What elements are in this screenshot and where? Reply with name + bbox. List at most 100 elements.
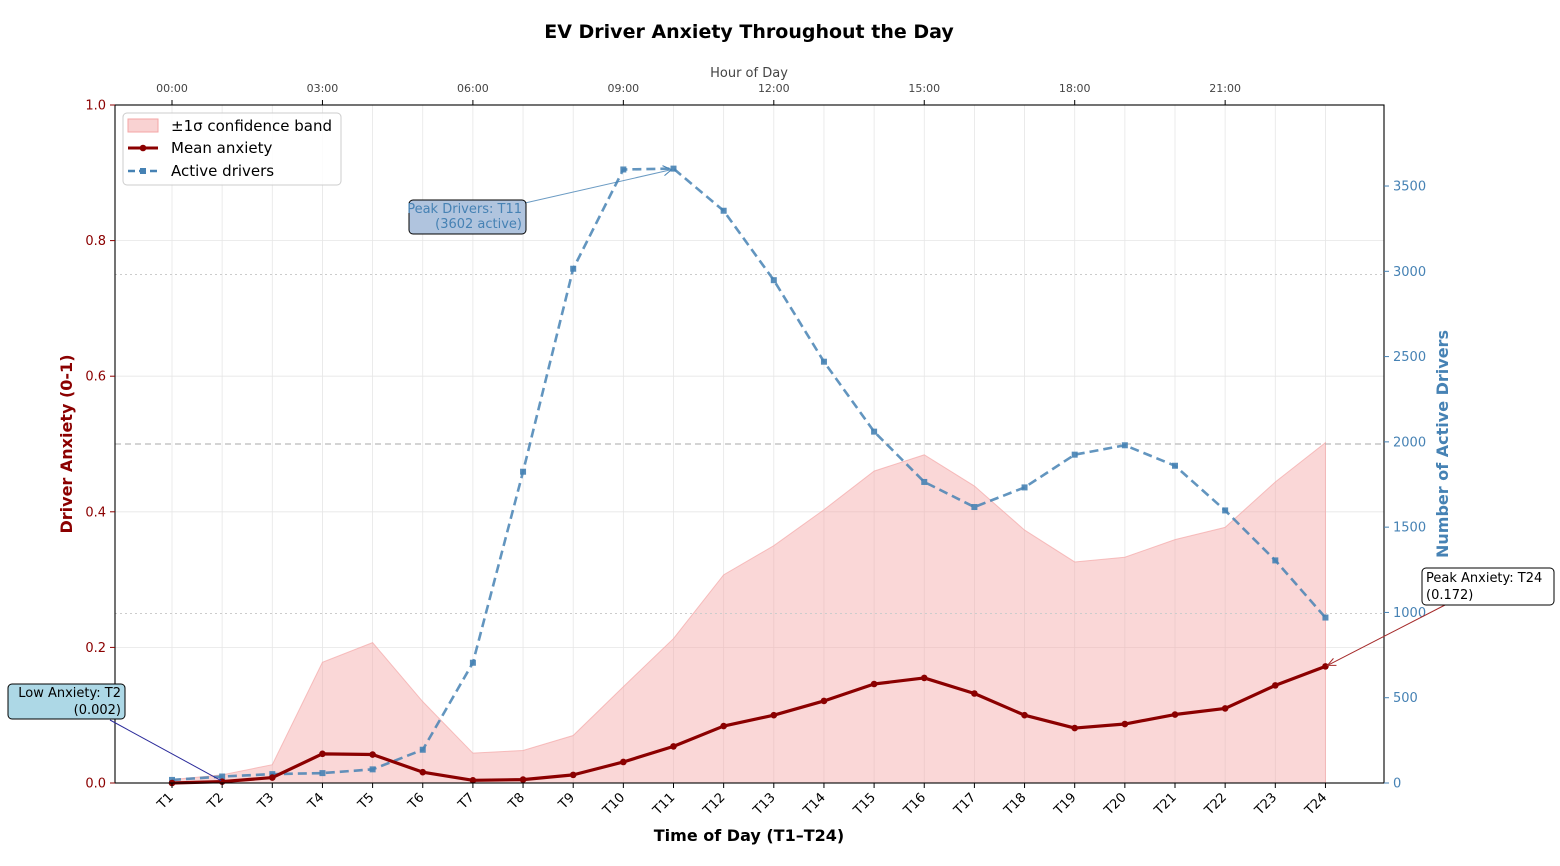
x-tick-label: T14 xyxy=(800,790,829,819)
x-tick-label: T10 xyxy=(600,790,629,819)
active-drivers-point xyxy=(721,208,727,214)
x-tick-label: T24 xyxy=(1302,790,1331,819)
top-axis-label: Hour of Day xyxy=(710,66,788,81)
y-left-tick-label: 0.0 xyxy=(85,777,106,792)
top-tick-label: 03:00 xyxy=(307,82,339,95)
mean-anxiety-point xyxy=(419,769,426,776)
x-tick-label: T4 xyxy=(304,790,327,813)
mean-anxiety-point xyxy=(1122,721,1129,728)
x-tick-label: T20 xyxy=(1101,790,1130,819)
active-drivers-point xyxy=(319,770,325,776)
mean-anxiety-point xyxy=(319,751,326,758)
top-tick-label: 21:00 xyxy=(1209,82,1241,95)
legend-label-anxiety: Mean anxiety xyxy=(171,139,272,157)
active-drivers-point xyxy=(370,766,376,772)
mean-anxiety-point xyxy=(369,751,376,758)
mean-anxiety-point xyxy=(570,772,577,779)
x-tick-label: T17 xyxy=(951,790,980,819)
active-drivers-point xyxy=(1072,452,1078,458)
y-right-tick-label: 1500 xyxy=(1393,521,1426,536)
legend-swatch-band xyxy=(128,119,158,132)
chart-title: EV Driver Anxiety Throughout the Day xyxy=(544,21,954,43)
x-tick-label: T13 xyxy=(750,790,779,819)
y-left-tick-label: 0.6 xyxy=(85,370,106,385)
x-tick-label: T16 xyxy=(900,790,929,819)
mean-anxiety-point xyxy=(1322,663,1329,670)
top-tick-label: 15:00 xyxy=(908,82,940,95)
x-tick-label: T22 xyxy=(1201,790,1230,819)
mean-anxiety-point xyxy=(670,743,677,750)
x-tick-label: T18 xyxy=(1001,790,1030,819)
mean-anxiety-point xyxy=(520,776,527,783)
x-tick-label: T5 xyxy=(355,790,378,813)
legend-label-band: ±1σ confidence band xyxy=(171,117,332,135)
x-tick-label: T3 xyxy=(254,790,277,813)
active-drivers-point xyxy=(771,277,777,283)
mean-anxiety-point xyxy=(1222,705,1229,712)
active-drivers-point xyxy=(470,660,476,666)
mean-anxiety-point xyxy=(1272,682,1279,689)
top-tick-label: 12:00 xyxy=(758,82,790,95)
legend-label-drivers: Active drivers xyxy=(171,162,274,180)
y-right-tick-label: 2000 xyxy=(1393,435,1426,450)
mean-anxiety-point xyxy=(720,723,727,730)
x-tick-label: T19 xyxy=(1051,790,1080,819)
annotation-text-peak-drivers: Peak Drivers: T11 xyxy=(407,202,522,217)
annotation-text-peak-drivers: (3602 active) xyxy=(435,217,522,232)
mean-anxiety-point xyxy=(1071,725,1078,732)
x-tick-label: T9 xyxy=(555,790,578,813)
mean-anxiety-point xyxy=(771,712,778,719)
top-tick-label: 18:00 xyxy=(1059,82,1091,95)
active-drivers-point xyxy=(420,747,426,753)
active-drivers-point xyxy=(1222,507,1228,513)
annotation-text-low-anxiety: Low Anxiety: T2 xyxy=(18,686,121,701)
mean-anxiety-point xyxy=(921,675,928,682)
mean-anxiety-point xyxy=(620,759,627,766)
x-tick-label: T2 xyxy=(204,790,227,813)
y-left-tick-label: 0.2 xyxy=(85,641,106,656)
x-tick-label: T21 xyxy=(1151,790,1180,819)
top-tick-label: 00:00 xyxy=(156,82,188,95)
legend: ±1σ confidence band Mean anxiety Active dr… xyxy=(123,113,341,185)
x-tick-label: T23 xyxy=(1252,790,1281,819)
active-drivers-point xyxy=(871,429,877,435)
annotation-text-peak-anxiety: Peak Anxiety: T24 xyxy=(1426,571,1542,586)
x-tick-label: T12 xyxy=(700,790,729,819)
x-tick-label: T1 xyxy=(154,790,177,813)
mean-anxiety-point xyxy=(971,690,978,697)
annotation-text-low-anxiety: (0.002) xyxy=(74,703,121,718)
active-drivers-point xyxy=(520,469,526,475)
x-tick-label: T6 xyxy=(405,790,428,813)
y-right-tick-label: 0 xyxy=(1393,777,1401,792)
y-left-tick-label: 0.8 xyxy=(85,234,106,249)
active-drivers-point xyxy=(1172,463,1178,469)
y-axis-left-label: Driver Anxiety (0-1) xyxy=(57,354,76,533)
active-drivers-point xyxy=(1122,442,1128,448)
top-tick-label: 06:00 xyxy=(457,82,489,95)
active-drivers-point xyxy=(620,166,626,172)
confidence-band xyxy=(172,443,1325,783)
legend-marker-anxiety xyxy=(140,145,147,152)
active-drivers-point xyxy=(971,504,977,510)
y-left-tick-label: 0.4 xyxy=(85,505,106,520)
y-left-tick-label: 1.0 xyxy=(85,99,106,114)
active-drivers-point xyxy=(570,266,576,272)
x-tick-label: T11 xyxy=(650,790,679,819)
active-drivers-point xyxy=(1322,615,1328,621)
y-right-tick-label: 500 xyxy=(1393,691,1418,706)
x-tick-label: T8 xyxy=(505,790,528,813)
x-axis-label: Time of Day (T1–T24) xyxy=(654,826,844,845)
active-drivers-point xyxy=(821,359,827,365)
top-tick-label: 09:00 xyxy=(607,82,639,95)
y-right-tick-label: 3000 xyxy=(1393,265,1426,280)
annotation-arrow-low-anxiety xyxy=(110,720,221,781)
mean-anxiety-point xyxy=(1172,711,1179,718)
mean-anxiety-point xyxy=(821,698,828,705)
annotation-text-peak-anxiety: (0.172) xyxy=(1426,588,1473,603)
y-right-tick-label: 3500 xyxy=(1393,180,1426,195)
mean-anxiety-point xyxy=(1021,712,1028,719)
legend-marker-drivers xyxy=(140,168,146,174)
y-right-tick-label: 1000 xyxy=(1393,606,1426,621)
active-drivers-point xyxy=(1022,484,1028,490)
